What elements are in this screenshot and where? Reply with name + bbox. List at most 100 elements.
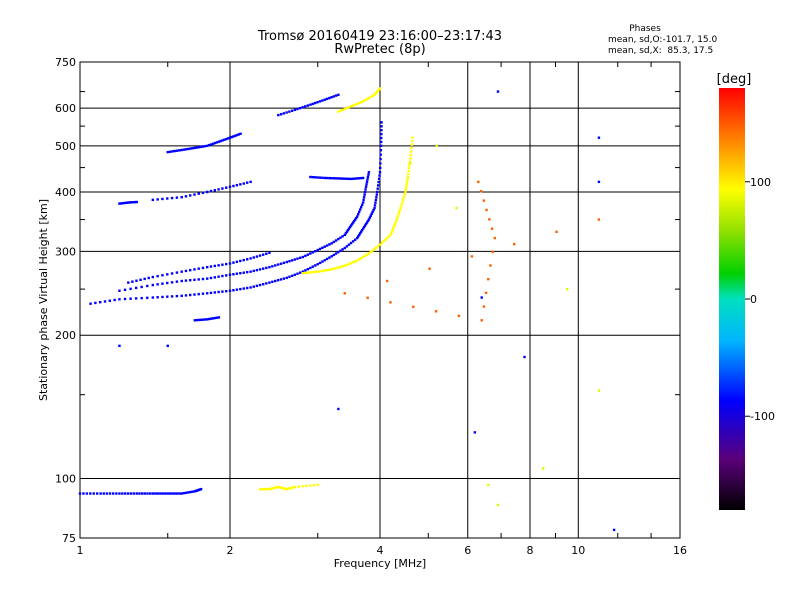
data-point [140, 492, 144, 495]
data-point [484, 291, 488, 295]
data-point [358, 208, 362, 211]
data-point [154, 492, 157, 495]
data-point [318, 270, 322, 273]
data-point [346, 229, 350, 232]
data-point [209, 189, 213, 193]
data-point [396, 216, 399, 219]
data-point [339, 265, 342, 269]
data-point [365, 221, 369, 224]
data-point [470, 255, 474, 258]
data-point [311, 251, 314, 254]
data-point [127, 201, 130, 204]
data-point [261, 253, 265, 256]
data-point [279, 278, 283, 281]
data-point [379, 162, 382, 165]
data-point [161, 492, 164, 495]
data-point [363, 193, 366, 196]
data-point [350, 222, 354, 226]
data-point [376, 244, 380, 248]
data-point [232, 289, 235, 292]
data-point [209, 291, 213, 295]
y-tick-labels: 75 100 200 300 400 500 600 750 [55, 56, 76, 545]
data-point [161, 274, 164, 277]
data-point [363, 224, 367, 227]
data-point [359, 257, 363, 260]
data-point [201, 191, 205, 195]
data-point [396, 214, 400, 217]
data-point [334, 266, 338, 270]
data-point [184, 148, 188, 151]
data-point [221, 187, 224, 190]
data-point [406, 178, 409, 181]
data-point [182, 148, 186, 151]
y-tick-label: 100 [55, 473, 76, 486]
data-point [156, 283, 159, 286]
data-point [213, 141, 217, 145]
data-point [323, 269, 326, 272]
data-point [282, 261, 286, 265]
data-point [161, 282, 164, 285]
data-point [146, 492, 149, 495]
data-point [140, 296, 143, 300]
colorbar-ticks: 100 0 -100 [745, 176, 775, 423]
data-point [405, 180, 409, 184]
data-point [316, 270, 319, 273]
data-point [296, 257, 299, 260]
data-point [118, 298, 121, 301]
data-point [321, 260, 324, 263]
data-point [366, 178, 369, 181]
data-point [323, 245, 326, 248]
data-point [487, 483, 490, 487]
data-point [288, 259, 291, 263]
data-point [357, 177, 361, 180]
data-point [252, 256, 255, 259]
data-point [224, 262, 228, 266]
data-point [242, 182, 245, 185]
data-point [234, 134, 237, 137]
data-point [277, 485, 280, 489]
data-point [217, 140, 221, 143]
data-point [339, 236, 342, 239]
data-point [197, 278, 200, 281]
data-point [389, 233, 392, 237]
data-point [407, 166, 411, 170]
x-tick-label: 1 [77, 544, 84, 557]
data-point [187, 147, 190, 151]
data-point [285, 260, 288, 264]
data-point [337, 110, 340, 113]
data-point [334, 239, 338, 242]
data-point [249, 270, 252, 273]
data-point [184, 195, 188, 198]
data-point [175, 294, 179, 298]
data-point [228, 289, 232, 292]
data-point [306, 271, 309, 274]
data-point [245, 258, 249, 261]
data-point [271, 280, 274, 284]
data-point [138, 492, 141, 495]
data-point [255, 255, 259, 258]
data-point [341, 235, 344, 238]
data-point [345, 177, 349, 180]
data-point [385, 236, 389, 240]
data-point [485, 208, 488, 212]
data-point [379, 149, 383, 152]
data-point [376, 187, 379, 190]
data-point [213, 276, 216, 279]
data-point [351, 104, 355, 107]
data-point [195, 318, 199, 322]
data-point [349, 224, 353, 227]
data-point [410, 139, 414, 143]
data-point [341, 248, 344, 251]
data-point [455, 206, 458, 210]
data-point [376, 184, 380, 187]
data-point [391, 229, 394, 232]
data-point [290, 259, 294, 262]
data-point [129, 201, 133, 204]
data-point [129, 297, 132, 300]
data-point [252, 285, 255, 288]
data-point [309, 271, 312, 274]
data-point [380, 125, 383, 128]
data-point [146, 296, 149, 300]
data-point [191, 490, 194, 493]
data-point [161, 197, 164, 201]
